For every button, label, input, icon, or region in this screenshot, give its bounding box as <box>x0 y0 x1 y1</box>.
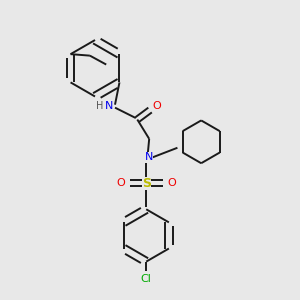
Text: Cl: Cl <box>141 274 152 284</box>
Text: S: S <box>142 177 151 190</box>
Text: O: O <box>167 178 176 188</box>
Text: O: O <box>117 178 125 188</box>
Text: N: N <box>144 152 153 162</box>
Text: O: O <box>153 101 162 111</box>
Text: H: H <box>96 101 103 111</box>
Text: N: N <box>105 101 113 111</box>
